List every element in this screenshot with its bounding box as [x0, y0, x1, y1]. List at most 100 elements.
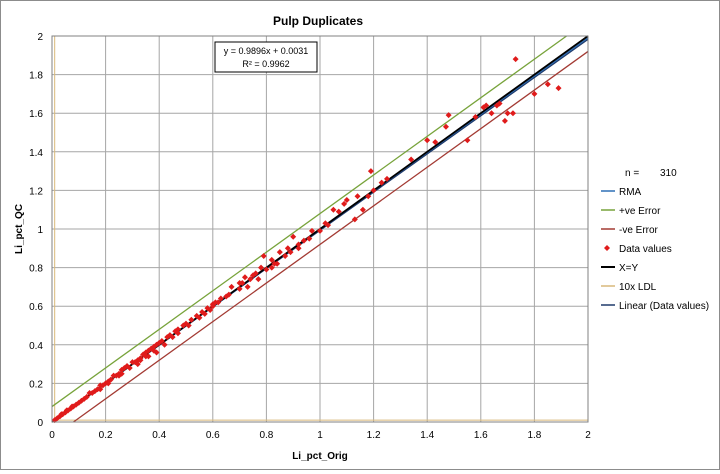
- data-point: [531, 90, 538, 97]
- data-points: [51, 56, 562, 424]
- data-point: [354, 193, 361, 200]
- legend: RMA +ve Error -ve Error Data values X=Y 10x L…: [601, 187, 709, 312]
- equation-box-border: [214, 41, 318, 73]
- data-point: [442, 123, 449, 130]
- x-axis-label: Li_pct_Orig: [292, 451, 348, 462]
- minus-error-line: [73, 50, 589, 423]
- data-point: [330, 206, 337, 213]
- n-label: n =: [625, 168, 639, 179]
- data-point: [378, 179, 385, 186]
- legend-label: +ve Error: [619, 206, 661, 217]
- data-point: [472, 114, 479, 121]
- legend-marker: [604, 245, 610, 251]
- data-point: [359, 206, 366, 213]
- data-point: [107, 376, 114, 383]
- trendline-equation: y = 0.9896x + 0.0031: [224, 46, 309, 56]
- data-point: [488, 110, 495, 117]
- data-point: [188, 316, 195, 323]
- data-point: [282, 253, 289, 260]
- y-tick-label: 0.2: [29, 379, 43, 390]
- data-point: [268, 264, 275, 271]
- data-point: [258, 264, 265, 271]
- plus-error-line: [51, 35, 567, 408]
- x-tick-label: 1.8: [527, 430, 541, 441]
- data-point: [424, 137, 431, 144]
- data-point: [504, 110, 511, 117]
- chart-title: Pulp Duplicates: [273, 14, 363, 28]
- y-tick-label: 1.4: [29, 148, 43, 159]
- data-point: [201, 310, 208, 317]
- x-tick-label: 1.2: [367, 430, 381, 441]
- data-point: [209, 303, 216, 310]
- data-point: [341, 200, 348, 207]
- x-tick-label: 0: [49, 430, 55, 441]
- data-point: [126, 364, 133, 371]
- data-point: [244, 283, 251, 290]
- data-point: [295, 241, 302, 248]
- data-point: [445, 112, 452, 119]
- y-tick-label: 1.8: [29, 71, 43, 82]
- data-point: [185, 322, 192, 329]
- tick-labels: 0 0.2 0.4 0.6 0.8 1 1.2 1.4 1.6 1.8 2 0 0.2 0.4 0.6 0.8…: [29, 32, 591, 441]
- data-point: [134, 361, 141, 368]
- data-point: [464, 137, 471, 144]
- data-point: [306, 235, 313, 242]
- data-point: [236, 285, 243, 292]
- data-point: [207, 307, 214, 314]
- data-point: [268, 256, 275, 263]
- y-tick-label: 1.6: [29, 109, 43, 120]
- data-point: [255, 276, 262, 283]
- y-tick-label: 0: [37, 418, 43, 429]
- data-point: [408, 156, 415, 163]
- data-point: [367, 168, 374, 175]
- x-tick-label: 1: [317, 430, 323, 441]
- data-point: [308, 227, 315, 234]
- x-tick-label: 0.2: [99, 430, 113, 441]
- x-tick-label: 1.4: [420, 430, 434, 441]
- y-tick-label: 2: [37, 32, 43, 43]
- data-point: [317, 227, 323, 234]
- data-point: [105, 380, 112, 387]
- data-point: [250, 272, 256, 279]
- data-point: [300, 237, 307, 244]
- data-point: [284, 245, 291, 252]
- data-point: [263, 266, 270, 273]
- y-tick-label: 1: [37, 225, 43, 236]
- data-point: [287, 249, 294, 256]
- data-point: [343, 197, 350, 204]
- data-point: [271, 260, 278, 267]
- data-point: [365, 193, 372, 200]
- y-tick-label: 0.8: [29, 264, 43, 275]
- data-point: [228, 283, 235, 290]
- data-point: [260, 253, 267, 260]
- data-point: [432, 139, 439, 146]
- data-point: [241, 274, 248, 281]
- y-tick-label: 0.4: [29, 341, 43, 352]
- x-tick-label: 0.4: [152, 430, 166, 441]
- data-point: [276, 249, 283, 256]
- data-point: [174, 330, 181, 337]
- n-value: 310: [660, 168, 677, 179]
- data-point: [295, 245, 302, 252]
- data-point: [501, 117, 508, 124]
- data-point: [384, 175, 390, 182]
- data-point: [145, 353, 152, 360]
- r-squared: R² = 0.9962: [242, 59, 289, 69]
- data-point: [239, 280, 246, 287]
- data-point: [118, 370, 125, 377]
- legend-label: -ve Error: [619, 225, 659, 236]
- legend-label: RMA: [619, 187, 642, 198]
- data-point: [325, 222, 332, 229]
- data-point: [215, 299, 222, 306]
- data-point: [161, 341, 168, 348]
- data-point: [512, 56, 519, 63]
- data-point: [137, 357, 144, 364]
- data-point: [174, 326, 181, 333]
- x-tick-label: 0.8: [259, 430, 273, 441]
- data-point: [158, 337, 165, 344]
- data-point: [370, 187, 377, 194]
- plot-area-border: [51, 35, 589, 423]
- x-tick-label: 1.6: [474, 430, 488, 441]
- x-tick-label: 0.6: [206, 430, 220, 441]
